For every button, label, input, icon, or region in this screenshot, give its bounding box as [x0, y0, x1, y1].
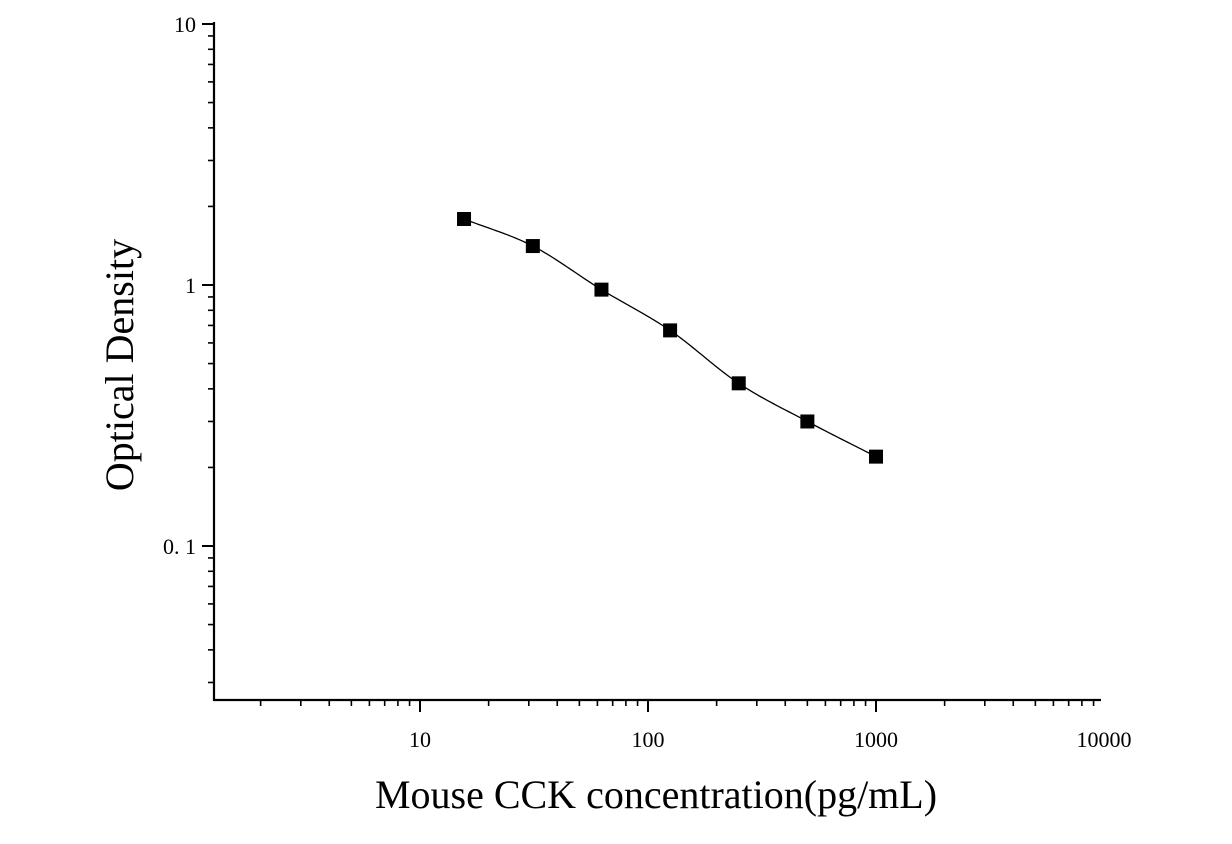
data-point [525, 239, 540, 254]
x-tick-label: 1000 [854, 727, 898, 752]
x-axis-title: Mouse CCK concentration(pg/mL) [375, 772, 937, 817]
x-tick-label: 100 [632, 727, 665, 752]
data-points [457, 212, 883, 464]
data-point [594, 282, 609, 297]
x-tick-label: 10000 [1077, 727, 1132, 752]
x-tick-label: 10 [409, 727, 431, 752]
data-point [457, 212, 472, 227]
data-point [731, 376, 746, 391]
data-point [869, 449, 883, 464]
data-point [663, 323, 678, 338]
ticks [202, 23, 1095, 712]
y-tick-label: 10 [174, 12, 196, 37]
tick-labels: 10 100 1000 10000 0. 1 1 10 [163, 12, 1132, 752]
data-point [800, 414, 815, 429]
y-axis-title: Optical Density [97, 239, 142, 491]
y-tick-label: 0. 1 [163, 534, 196, 559]
axes [212, 22, 1101, 702]
y-tick-label: 1 [185, 273, 196, 298]
